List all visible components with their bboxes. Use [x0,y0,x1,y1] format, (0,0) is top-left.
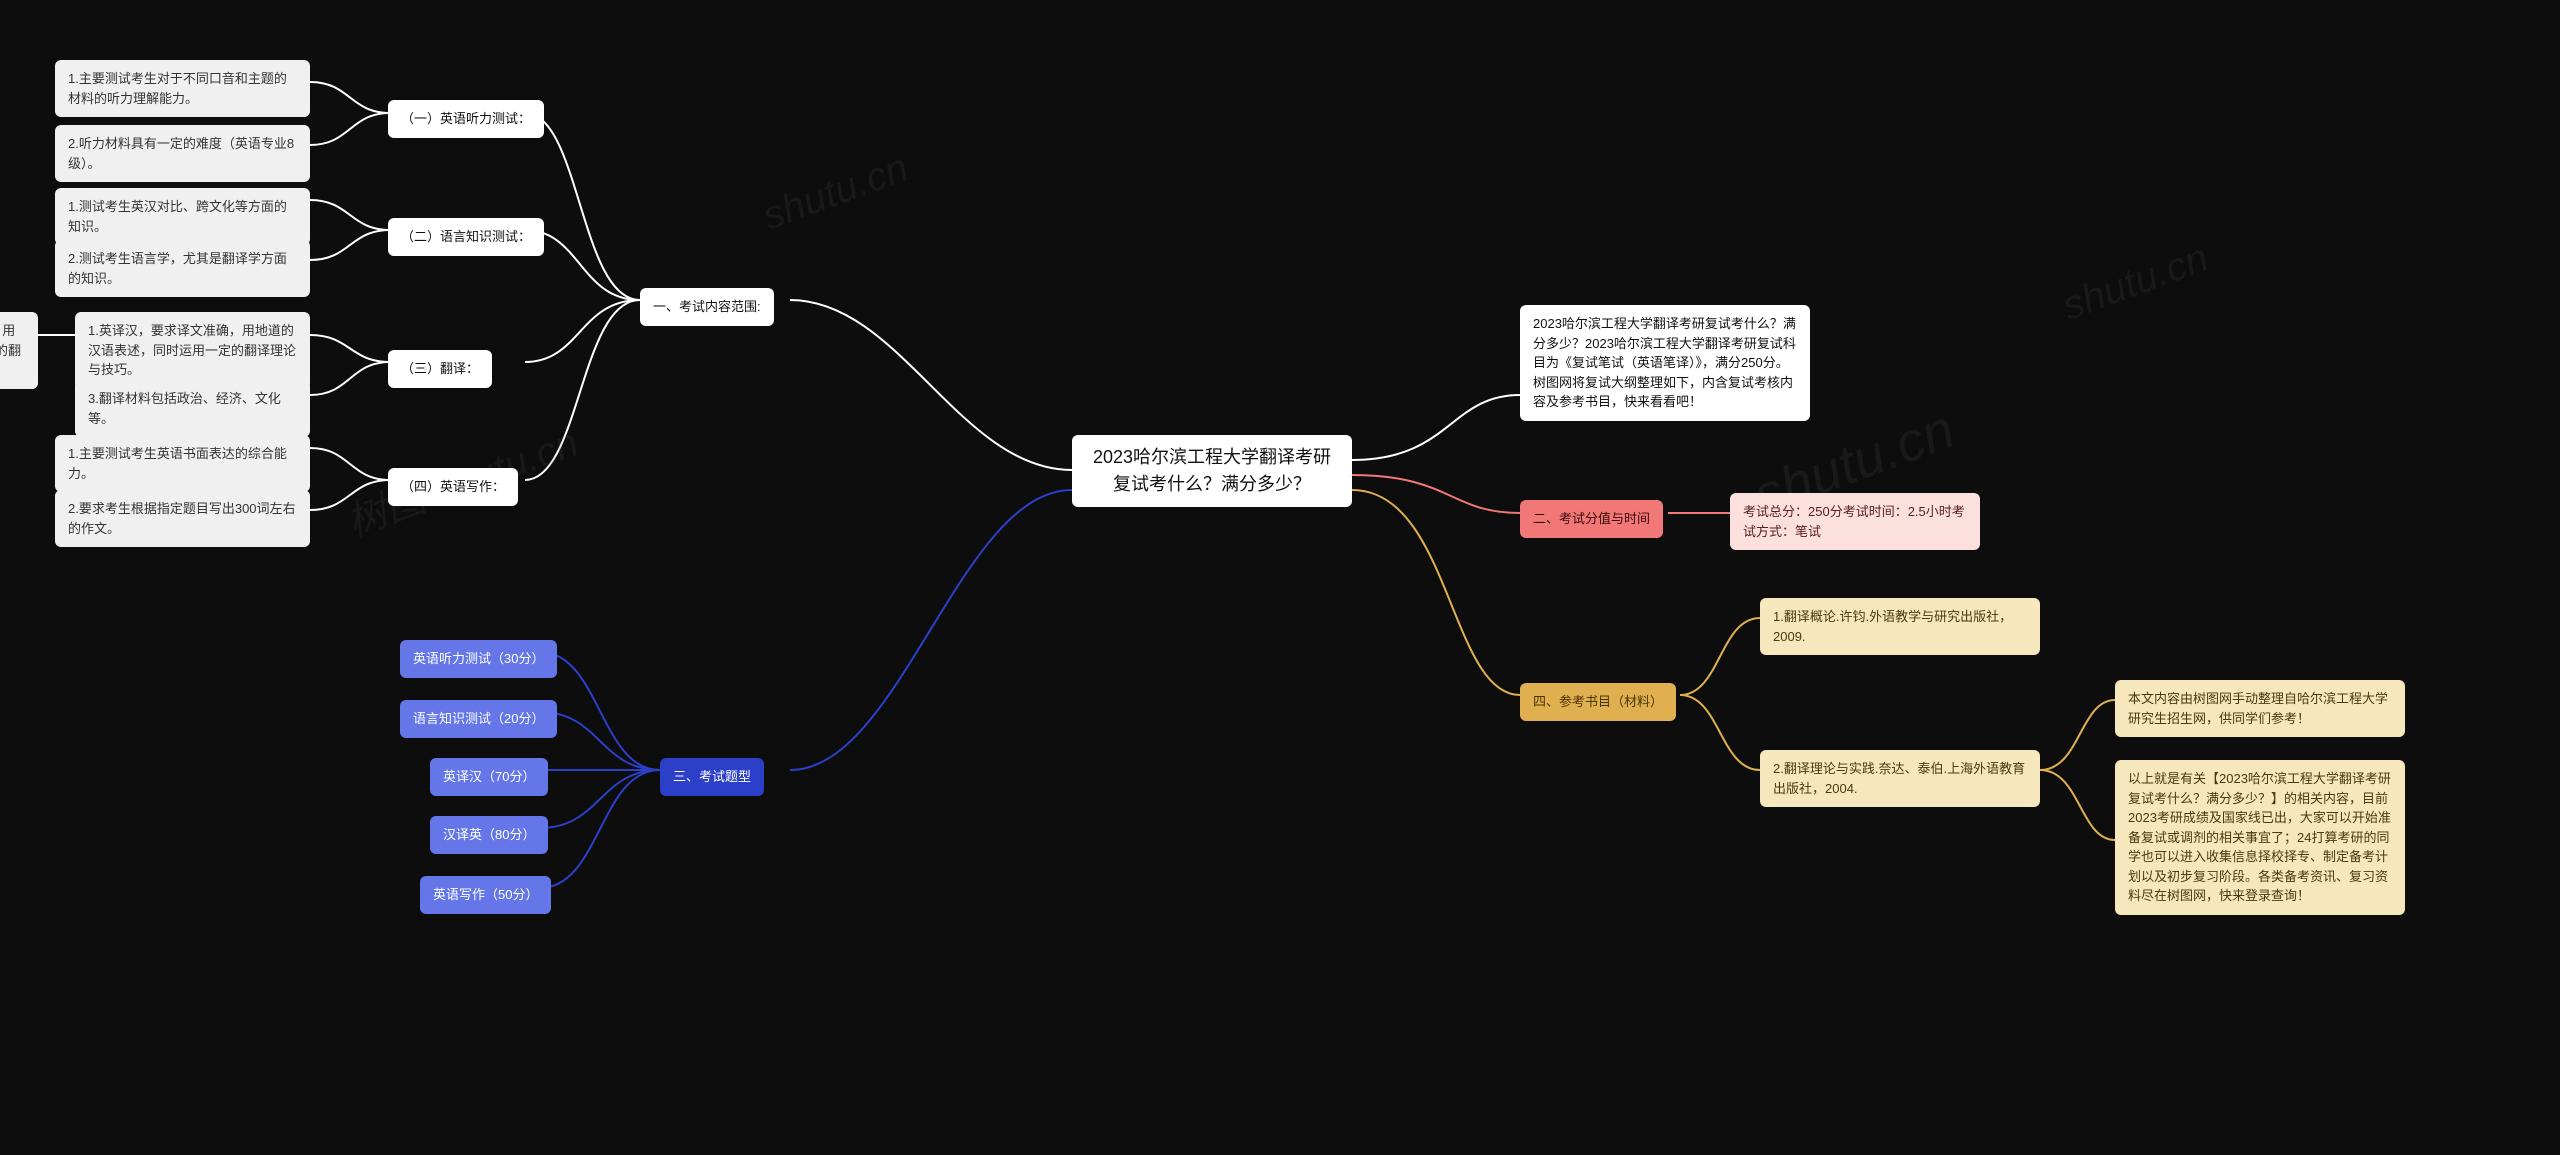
watermark: shutu.cn [757,145,914,239]
branch-1-sub-1[interactable]: （二）语言知识测试： [388,218,544,256]
branch-1-sub-3-item-0[interactable]: 1.主要测试考生英语书面表达的综合能力。 [55,435,310,492]
branch-3-item-1[interactable]: 语言知识测试（20分） [400,700,557,738]
branch-4-item-1[interactable]: 2.翻译理论与实践.奈达、泰伯.上海外语教育出版社，2004. [1760,750,2040,807]
branch-1-sub-2-extra[interactable]: 2、汉译英，要求译文忠实原文，用地道的英语表达，同时运用一定的翻译理论与技巧。 [0,312,38,389]
branch-3-item-0[interactable]: 英语听力测试（30分） [400,640,557,678]
watermark: shutu.cn [2057,235,2214,329]
branch-1-sub-2[interactable]: （三）翻译： [388,350,492,388]
branch-4-note-0[interactable]: 本文内容由树图网手动整理自哈尔滨工程大学研究生招生网，供同学们参考！ [2115,680,2405,737]
branch-1-sub-0-item-1[interactable]: 2.听力材料具有一定的难度（英语专业8级）。 [55,125,310,182]
branch-1-sub-1-item-0[interactable]: 1.测试考生英汉对比、跨文化等方面的知识。 [55,188,310,245]
branch-3-item-2[interactable]: 英译汉（70分） [430,758,548,796]
branch-2[interactable]: 二、考试分值与时间 [1520,500,1663,538]
branch-2-detail[interactable]: 考试总分：250分考试时间：2.5小时考试方式：笔试 [1730,493,1980,550]
branch-4-note-1[interactable]: 以上就是有关【2023哈尔滨工程大学翻译考研复试考什么？满分多少？】的相关内容，… [2115,760,2405,915]
branch-4-item-0[interactable]: 1.翻译概论.许钧.外语教学与研究出版社，2009. [1760,598,2040,655]
branch-1-sub-2-item-0[interactable]: 1.英译汉，要求译文准确，用地道的汉语表述，同时运用一定的翻译理论与技巧。 [75,312,310,389]
branch-1-sub-0[interactable]: （一）英语听力测试： [388,100,544,138]
branch-3-item-3[interactable]: 汉译英（80分） [430,816,548,854]
branch-3-item-4[interactable]: 英语写作（50分） [420,876,551,914]
intro-node[interactable]: 2023哈尔滨工程大学翻译考研复试考什么？满分多少？2023哈尔滨工程大学翻译考… [1520,305,1810,421]
branch-4[interactable]: 四、参考书目（材料） [1520,683,1676,721]
root-node[interactable]: 2023哈尔滨工程大学翻译考研复试考什么？满分多少？ [1072,435,1352,507]
branch-1-sub-0-item-0[interactable]: 1.主要测试考生对于不同口音和主题的材料的听力理解能力。 [55,60,310,117]
branch-1-sub-3-item-1[interactable]: 2.要求考生根据指定题目写出300词左右的作文。 [55,490,310,547]
branch-1-title: 一、考试内容范围: [653,299,761,314]
branch-1-sub-1-item-1[interactable]: 2.测试考生语言学，尤其是翻译学方面的知识。 [55,240,310,297]
branch-3[interactable]: 三、考试题型 [660,758,764,796]
branch-1[interactable]: 一、考试内容范围: [640,288,774,326]
root-title: 2023哈尔滨工程大学翻译考研复试考什么？满分多少？ [1093,447,1331,494]
intro-text: 2023哈尔滨工程大学翻译考研复试考什么？满分多少？2023哈尔滨工程大学翻译考… [1533,316,1796,409]
mindmap-connectors [0,0,2560,1155]
branch-1-sub-3[interactable]: （四）英语写作： [388,468,518,506]
branch-1-sub-2-item-1[interactable]: 3.翻译材料包括政治、经济、文化等。 [75,380,310,437]
